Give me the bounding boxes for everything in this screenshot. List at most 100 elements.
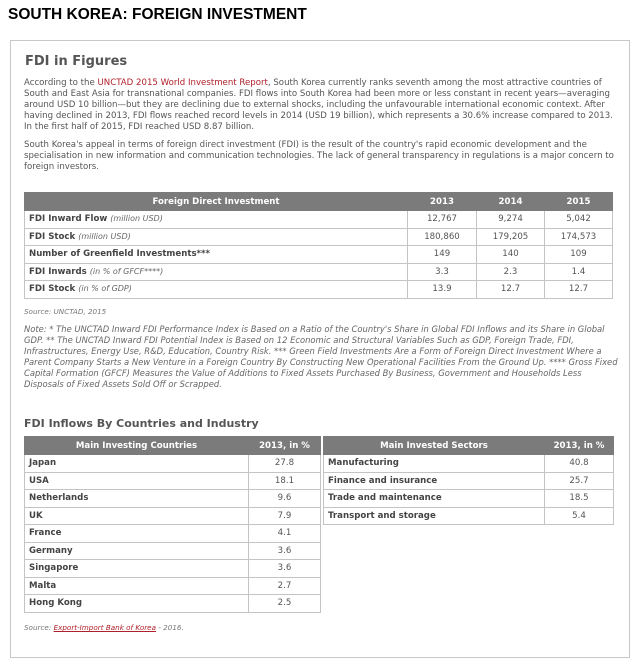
value-cell: 12.7	[476, 280, 545, 299]
table-row: USA 18.1	[24, 471, 321, 490]
table-row: Germany 3.6	[24, 541, 321, 560]
value-cell: 174,573	[544, 227, 613, 246]
value-cell: 140	[476, 245, 545, 264]
row-label: Malta	[24, 576, 249, 595]
col-header: 2013	[407, 192, 477, 211]
sectors-table: Main Invested Sectors 2013, in % Manufact…	[323, 436, 614, 525]
value-cell: 149	[407, 245, 477, 264]
value-cell: 18.5	[544, 489, 614, 508]
row-label: FDI Inwards (in % of GFCF****)	[24, 262, 408, 281]
label: FDI Stock	[29, 284, 76, 295]
col-header: Main Invested Sectors	[323, 436, 545, 455]
intro-paragraph: According to the UNCTAD 2015 World Inves…	[24, 78, 614, 133]
text: - 2016.	[156, 623, 184, 632]
text: According to the	[24, 78, 98, 88]
label: FDI Inwards	[29, 266, 87, 277]
value-cell: 25.7	[544, 471, 614, 490]
value-cell: 3.3	[407, 262, 477, 281]
col-header: 2015	[544, 192, 613, 211]
row-label: FDI Stock (million USD)	[24, 227, 408, 246]
text: Source:	[24, 623, 54, 632]
row-label: Japan	[24, 454, 249, 473]
table-row: Japan 27.8	[24, 454, 321, 473]
value-cell: 1.4	[544, 262, 613, 281]
source-note-2: Source: Export-Import Bank of Korea - 20…	[24, 623, 184, 632]
row-label: France	[24, 524, 249, 543]
table-row: FDI Inward Flow (million USD) 12,767 9,274…	[24, 210, 613, 229]
value-cell: 7.9	[248, 506, 321, 525]
table-row: Netherlands 9.6	[24, 489, 321, 508]
value-cell: 9,274	[476, 210, 545, 229]
table-row: Number of Greenfield Investments*** 149 14…	[24, 245, 613, 264]
value-cell: 3.6	[248, 541, 321, 560]
table-row: Trade and maintenance 18.5	[323, 489, 614, 508]
row-label: Transport and storage	[323, 506, 545, 525]
value-cell: 109	[544, 245, 613, 264]
label: Number of Greenfield Investments***	[29, 249, 211, 260]
content-box: FDI in Figures According to the UNCTAD 2…	[10, 40, 630, 658]
table-row: Hong Kong 2.5	[24, 594, 321, 613]
unit: (million USD)	[110, 214, 163, 224]
label: FDI Inward Flow	[29, 214, 108, 225]
table-row: Finance and insurance 25.7	[323, 471, 614, 490]
value-cell: 3.6	[248, 559, 321, 578]
source-note: Source: UNCTAD, 2015	[24, 307, 107, 316]
row-label: UK	[24, 506, 249, 525]
table-row: UK 7.9	[24, 506, 321, 525]
inflows-title: FDI Inflows By Countries and Industry	[24, 417, 259, 430]
value-cell: 18.1	[248, 471, 321, 490]
fdi-table: Foreign Direct Investment 2013 2014 2015…	[24, 192, 613, 299]
table-row: FDI Stock (in % of GDP) 13.9 12.7 12.7	[24, 280, 613, 299]
table-row: FDI Inwards (in % of GFCF****) 3.3 2.3 1.4	[24, 262, 613, 281]
value-cell: 12.7	[544, 280, 613, 299]
value-cell: 40.8	[544, 454, 614, 473]
table-row: Singapore 3.6	[24, 559, 321, 578]
value-cell: 2.5	[248, 594, 321, 613]
value-cell: 13.9	[407, 280, 477, 299]
table-header: Foreign Direct Investment 2013 2014 2015	[24, 192, 613, 211]
value-cell: 180,860	[407, 227, 477, 246]
value-cell: 12,767	[407, 210, 477, 229]
row-label: Manufacturing	[323, 454, 545, 473]
table-row: France 4.1	[24, 524, 321, 543]
value-cell: 27.8	[248, 454, 321, 473]
unctad-report-link[interactable]: UNCTAD 2015 World Investment Report	[97, 78, 268, 88]
value-cell: 2.3	[476, 262, 545, 281]
unit: (in % of GDP)	[78, 284, 132, 294]
row-label: Singapore	[24, 559, 249, 578]
table-row: Transport and storage 5.4	[323, 506, 614, 525]
value-cell: 2.7	[248, 576, 321, 595]
text: , South Korea currently ranks seventh am…	[24, 78, 613, 132]
label: FDI Stock	[29, 231, 76, 242]
table-row: Malta 2.7	[24, 576, 321, 595]
value-cell: 4.1	[248, 524, 321, 543]
row-label: Trade and maintenance	[323, 489, 545, 508]
table-row: FDI Stock (million USD) 180,860 179,205 174…	[24, 227, 613, 246]
value-cell: 5.4	[544, 506, 614, 525]
countries-table: Main Investing Countries 2013, in % Japan…	[24, 436, 321, 613]
row-label: Number of Greenfield Investments***	[24, 245, 408, 264]
row-label: USA	[24, 471, 249, 490]
row-label: Germany	[24, 541, 249, 560]
col-header: Main Investing Countries	[24, 436, 249, 455]
appeal-paragraph: South Korea's appeal in terms of foreign…	[24, 140, 614, 172]
value-cell: 5,042	[544, 210, 613, 229]
table-row: Manufacturing 40.8	[323, 454, 614, 473]
value-cell: 179,205	[476, 227, 545, 246]
col-header: Foreign Direct Investment	[24, 192, 408, 211]
col-header: 2014	[476, 192, 545, 211]
unit: (in % of GFCF****)	[89, 266, 164, 276]
row-label: FDI Stock (in % of GDP)	[24, 280, 408, 299]
footnote: Note: * The UNCTAD Inward FDI Performanc…	[24, 324, 618, 389]
value-cell: 9.6	[248, 489, 321, 508]
row-label: FDI Inward Flow (million USD)	[24, 210, 408, 229]
row-label: Hong Kong	[24, 594, 249, 613]
row-label: Netherlands	[24, 489, 249, 508]
section-title: FDI in Figures	[25, 54, 128, 69]
col-header: 2013, in %	[544, 436, 614, 455]
col-header: 2013, in %	[248, 436, 321, 455]
eximbank-link[interactable]: Export-Import Bank of Korea	[53, 623, 157, 632]
page-title: SOUTH KOREA: FOREIGN INVESTMENT	[8, 6, 307, 23]
unit: (million USD)	[78, 231, 131, 241]
row-label: Finance and insurance	[323, 471, 545, 490]
